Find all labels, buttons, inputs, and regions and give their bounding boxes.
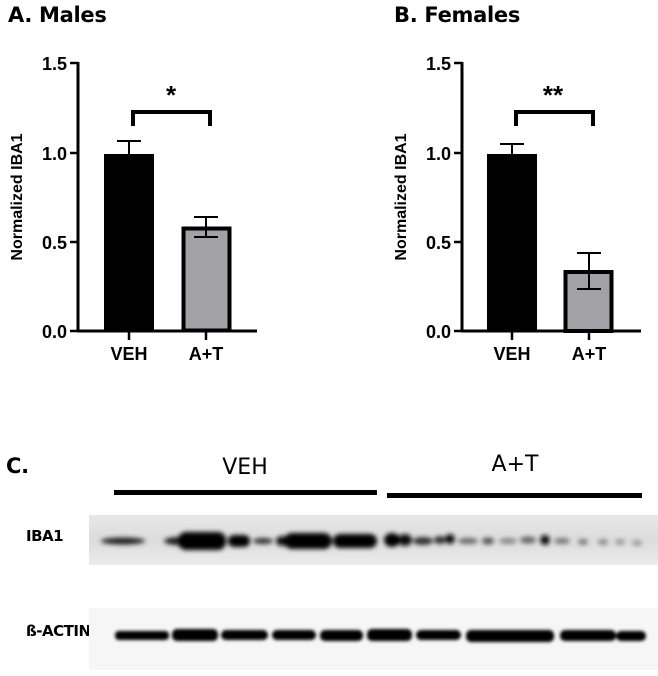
group-label-a-t: A+T bbox=[491, 452, 539, 477]
y-tick-label: 1.5 bbox=[426, 54, 451, 74]
group-bar-veh bbox=[114, 490, 377, 495]
x-tick-label-veh: VEH bbox=[493, 344, 530, 360]
significance-bracket bbox=[514, 110, 595, 126]
y-axis-label: Normalized IBA1 bbox=[9, 133, 26, 260]
y-tick-label: 0.5 bbox=[42, 233, 67, 253]
error-bar-a-t bbox=[194, 216, 218, 238]
error-bar-veh bbox=[500, 143, 524, 154]
x-tick-label-veh: VEH bbox=[110, 344, 147, 360]
significance-bracket bbox=[131, 110, 212, 126]
group-bar-a-t bbox=[387, 493, 642, 498]
bar-a-t bbox=[181, 226, 232, 333]
error-bar-a-t bbox=[577, 252, 601, 290]
bar-veh bbox=[104, 154, 154, 331]
iba1-bands bbox=[101, 532, 642, 550]
y-axis-label: Normalized IBA1 bbox=[393, 133, 410, 260]
panel-c-title: C. bbox=[6, 454, 29, 478]
significance-label: ** bbox=[543, 80, 564, 110]
y-tick-label: 0.0 bbox=[426, 322, 451, 342]
blot-row-label-actin: ß-ACTIN bbox=[26, 622, 91, 640]
y-tick-label: 0.5 bbox=[426, 233, 451, 253]
y-tick-label: 1.0 bbox=[42, 144, 67, 164]
x-tick-label-a-t: A+T bbox=[572, 344, 607, 360]
actin-bands bbox=[115, 629, 646, 642]
panel-b-title: B. Females bbox=[394, 3, 521, 27]
chart-males: Normalized IBA1 1.5 1.0 0.5 0.0 VEH A+T … bbox=[9, 54, 257, 360]
significance-label: * bbox=[166, 80, 177, 110]
x-tick-label-a-t: A+T bbox=[189, 344, 224, 360]
group-label-veh: VEH bbox=[222, 455, 268, 480]
blot-row-label-iba1: IBA1 bbox=[26, 527, 64, 545]
y-tick-label: 1.0 bbox=[426, 144, 451, 164]
y-tick-label: 1.5 bbox=[42, 54, 67, 74]
bar-veh bbox=[487, 154, 537, 331]
chart-females: Normalized IBA1 1.5 1.0 0.5 0.0 VEH A+T … bbox=[393, 54, 641, 360]
western-blot-image bbox=[89, 515, 658, 670]
y-tick-label: 0.0 bbox=[42, 322, 67, 342]
error-bar-veh bbox=[117, 140, 141, 154]
panel-a-title: A. Males bbox=[8, 3, 107, 27]
